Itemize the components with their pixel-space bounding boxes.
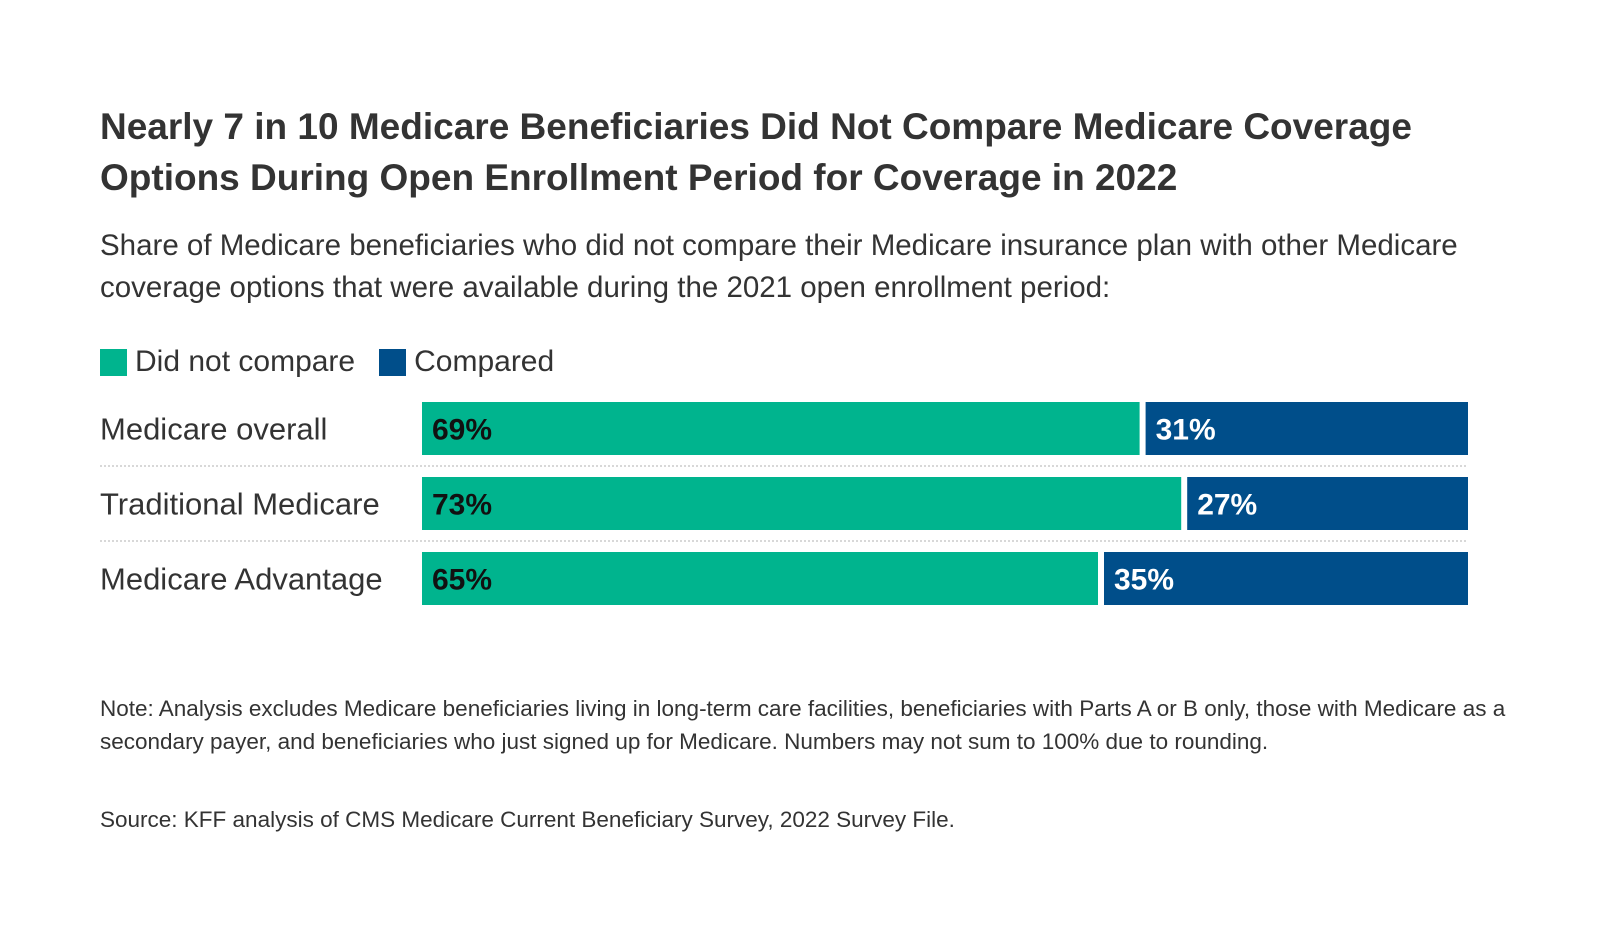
category-label-medicare-advantage: Medicare Advantage [100, 562, 383, 597]
data-label-traditional-medicare-1: 27% [1197, 489, 1257, 522]
legend-item-compared: Compared [379, 345, 554, 379]
data-label-medicare-advantage-0: 65% [432, 564, 492, 597]
chart-note: Note: Analysis excludes Medicare benefic… [100, 696, 1506, 754]
bar-traditional-medicare-compared [1187, 477, 1468, 530]
data-label-medicare-overall-1: 31% [1156, 414, 1216, 447]
legend-label-did-not-compare: Did not compare [135, 345, 356, 378]
chart-legend: Did not compare Compared [100, 344, 578, 380]
category-label-traditional-medicare: Traditional Medicare [100, 487, 380, 522]
bar-medicare-overall-did-not-compare [422, 402, 1140, 455]
bar-medicare-overall-compared [1145, 402, 1468, 455]
legend-label-compared: Compared [414, 345, 555, 378]
legend-swatch-did-not-compare [100, 348, 127, 376]
bar-medicare-advantage-did-not-compare [422, 552, 1098, 605]
category-label-medicare-overall: Medicare overall [100, 412, 327, 447]
data-label-traditional-medicare-0: 73% [432, 489, 492, 522]
chart-source: Source: KFF analysis of CMS Medicare Cur… [100, 807, 955, 832]
bar-traditional-medicare-did-not-compare [422, 477, 1182, 530]
data-label-medicare-advantage-1: 35% [1114, 564, 1174, 597]
legend-swatch-compared [379, 348, 407, 376]
chart-title: Nearly 7 in 10 Medicare Beneficiaries Di… [100, 106, 1412, 198]
legend-item-did-not-compare: Did not compare [100, 345, 355, 379]
data-label-medicare-overall-0: 69% [432, 414, 492, 447]
chart-subtitle: Share of Medicare beneficiaries who did … [100, 229, 1458, 304]
bar-medicare-advantage-compared [1104, 552, 1468, 605]
